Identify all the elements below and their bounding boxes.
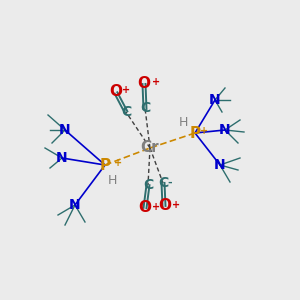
Text: N: N (69, 198, 81, 212)
Text: C: C (158, 176, 168, 190)
Text: H: H (178, 116, 188, 130)
Text: N: N (214, 158, 226, 172)
Text: H: H (107, 173, 117, 187)
Text: O: O (158, 197, 172, 212)
Text: -: - (168, 178, 172, 188)
Text: P: P (189, 125, 201, 140)
Text: +: + (122, 85, 130, 95)
Text: O: O (110, 85, 122, 100)
Text: N: N (209, 93, 221, 107)
Text: N: N (56, 151, 68, 165)
Text: +: + (172, 200, 180, 210)
Text: N: N (59, 123, 71, 137)
Text: O: O (137, 76, 151, 91)
Text: C: C (121, 105, 131, 119)
Text: +: + (114, 158, 122, 168)
Text: +: + (200, 126, 208, 136)
Text: N: N (219, 123, 231, 137)
Text: Cr: Cr (141, 140, 159, 155)
Text: P: P (99, 158, 111, 172)
Text: O: O (139, 200, 152, 214)
Text: C: C (140, 101, 150, 115)
Text: +: + (152, 202, 160, 212)
Text: C: C (143, 178, 153, 192)
Text: +: + (152, 77, 160, 87)
